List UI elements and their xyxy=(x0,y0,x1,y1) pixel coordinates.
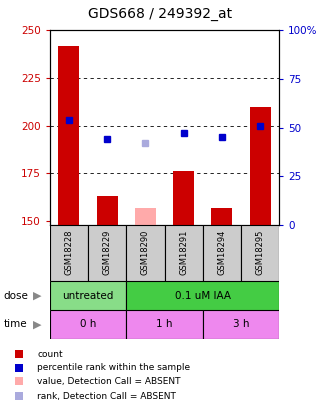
Bar xyxy=(126,225,164,281)
Text: time: time xyxy=(3,320,27,329)
Text: GSM18294: GSM18294 xyxy=(217,229,226,275)
Bar xyxy=(164,225,203,281)
Text: GSM18295: GSM18295 xyxy=(256,229,265,275)
Text: GSM18229: GSM18229 xyxy=(103,229,112,275)
Bar xyxy=(250,107,271,225)
Text: GSM18291: GSM18291 xyxy=(179,229,188,275)
Bar xyxy=(126,310,203,339)
Bar xyxy=(203,225,241,281)
Bar xyxy=(126,281,279,310)
Bar xyxy=(50,281,126,310)
Text: percentile rank within the sample: percentile rank within the sample xyxy=(37,363,190,372)
Bar xyxy=(135,208,156,225)
Text: untreated: untreated xyxy=(62,291,114,301)
Text: 0 h: 0 h xyxy=(80,320,96,329)
Text: 0.1 uM IAA: 0.1 uM IAA xyxy=(175,291,231,301)
Bar xyxy=(241,225,279,281)
Bar xyxy=(88,225,126,281)
Bar xyxy=(173,171,194,225)
Bar xyxy=(203,310,279,339)
Text: ▶: ▶ xyxy=(33,320,41,329)
Bar xyxy=(97,196,118,225)
Text: GDS668 / 249392_at: GDS668 / 249392_at xyxy=(89,7,232,21)
Text: 3 h: 3 h xyxy=(233,320,249,329)
Text: GSM18228: GSM18228 xyxy=(65,229,74,275)
Bar xyxy=(50,310,126,339)
Text: dose: dose xyxy=(3,291,28,301)
Bar xyxy=(211,208,232,225)
Text: rank, Detection Call = ABSENT: rank, Detection Call = ABSENT xyxy=(37,392,176,401)
Bar xyxy=(58,46,79,225)
Text: GSM18290: GSM18290 xyxy=(141,229,150,275)
Text: ▶: ▶ xyxy=(33,291,41,301)
Text: 1 h: 1 h xyxy=(156,320,173,329)
Text: count: count xyxy=(37,350,63,359)
Bar xyxy=(50,225,88,281)
Text: value, Detection Call = ABSENT: value, Detection Call = ABSENT xyxy=(37,377,181,386)
